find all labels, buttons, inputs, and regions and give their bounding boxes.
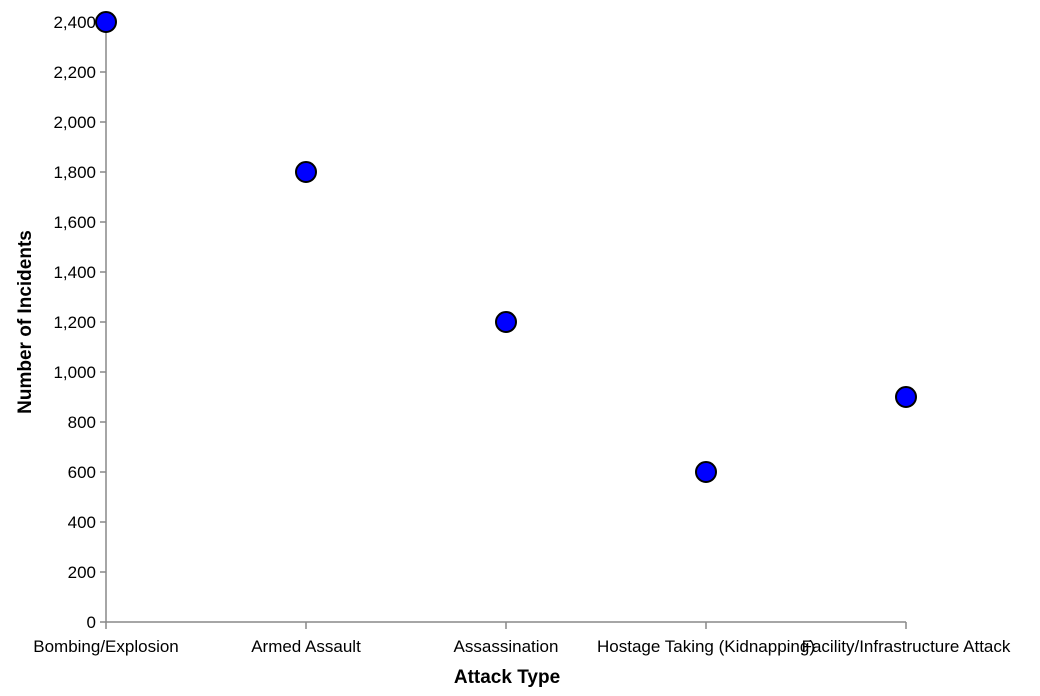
x-tick-label: Hostage Taking (Kidnapping) bbox=[597, 637, 815, 656]
y-tick-label: 800 bbox=[68, 413, 96, 432]
x-axis: Bombing/Explosion Armed Assault Assassinat… bbox=[33, 621, 1011, 656]
x-tick-label: Assassination bbox=[454, 637, 559, 656]
x-tick-label: Bombing/Explosion bbox=[33, 637, 179, 656]
x-tick-label: Armed Assault bbox=[251, 637, 361, 656]
y-tick-label: 200 bbox=[68, 563, 96, 582]
x-axis-title: Attack Type bbox=[454, 667, 560, 688]
y-tick-label: 1,200 bbox=[53, 313, 96, 332]
y-tick-label: 600 bbox=[68, 463, 96, 482]
data-point bbox=[495, 311, 517, 333]
y-tick-label: 1,600 bbox=[53, 213, 96, 232]
y-tick-label: 1,800 bbox=[53, 163, 96, 182]
y-tick-label: 2,400 bbox=[53, 13, 96, 32]
data-point bbox=[895, 386, 917, 408]
y-tick-label: 2,000 bbox=[53, 113, 96, 132]
x-tick-label: Facility/Infrastructure Attack bbox=[802, 637, 1011, 656]
y-tick-label: 400 bbox=[68, 513, 96, 532]
y-tick-label: 0 bbox=[87, 613, 96, 632]
data-points bbox=[95, 11, 917, 483]
data-point bbox=[295, 161, 317, 183]
y-tick-label: 1,400 bbox=[53, 263, 96, 282]
y-tick-label: 1,000 bbox=[53, 363, 96, 382]
data-point bbox=[95, 11, 117, 33]
y-axis-title: Number of Incidents bbox=[15, 230, 36, 414]
y-tick-label: 2,200 bbox=[53, 63, 96, 82]
data-point bbox=[695, 461, 717, 483]
y-axis: 0 200 400 600 800 1,000 1,200 1,400 1,600 1,800 2,… bbox=[53, 13, 107, 632]
